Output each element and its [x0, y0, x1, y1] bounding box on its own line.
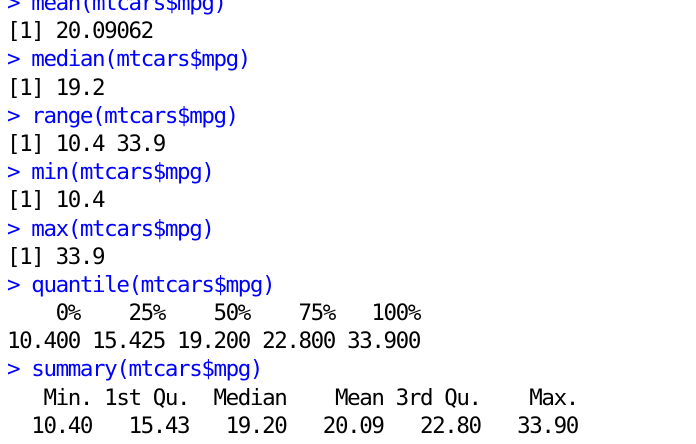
prompt-symbol: > — [7, 0, 32, 16]
prompt-symbol: > — [7, 46, 32, 73]
command-text: max(mtcars$mpg) — [31, 215, 215, 242]
command-text: median(mtcars$mpg) — [31, 46, 251, 73]
console-line-command: > min(mtcars$mpg) — [7, 158, 696, 186]
console-line-command: > summary(mtcars$mpg) — [7, 355, 696, 383]
console-line-command: > median(mtcars$mpg) — [7, 45, 696, 73]
console-line-output: [1] 19.2 — [7, 74, 106, 101]
console-line-output: [1] 20.09062 — [7, 18, 154, 45]
console-line-command: > quantile(mtcars$mpg) — [7, 271, 696, 299]
console-line-output: [1] 10.4 33.9 — [7, 130, 166, 157]
console-line-output: [1] 33.9 — [7, 243, 106, 270]
prompt-symbol: > — [7, 102, 32, 129]
console-line-command: > range(mtcars$mpg) — [7, 102, 696, 130]
console-line-output: Min. 1st Qu. Median Mean 3rd Qu. Max. — [7, 384, 591, 411]
prompt-symbol: > — [7, 215, 32, 242]
console-line-output: 0% 25% 50% 75% 100% — [7, 300, 433, 327]
console-line-command: > max(mtcars$mpg) — [7, 215, 696, 243]
console-line-output: 10.400 15.425 19.200 22.800 33.900 — [7, 328, 433, 355]
command-text: mean(mtcars$mpg) — [31, 0, 227, 16]
console-line-output: 10.40 15.43 19.20 20.09 22.80 33.90 — [7, 412, 591, 439]
prompt-symbol: > — [7, 271, 32, 298]
console-line-output: [1] 10.4 — [7, 187, 106, 214]
console-line-command: > mean(mtcars$mpg) — [7, 0, 696, 17]
command-text: quantile(mtcars$mpg) — [31, 271, 275, 298]
command-text: summary(mtcars$mpg) — [31, 356, 263, 383]
prompt-symbol: > — [7, 159, 32, 186]
command-text: min(mtcars$mpg) — [31, 159, 215, 186]
prompt-symbol: > — [7, 356, 32, 383]
r-console-output[interactable]: > mean(mtcars$mpg) [1] 20.09062 > median… — [7, 0, 696, 440]
command-text: range(mtcars$mpg) — [31, 102, 239, 129]
